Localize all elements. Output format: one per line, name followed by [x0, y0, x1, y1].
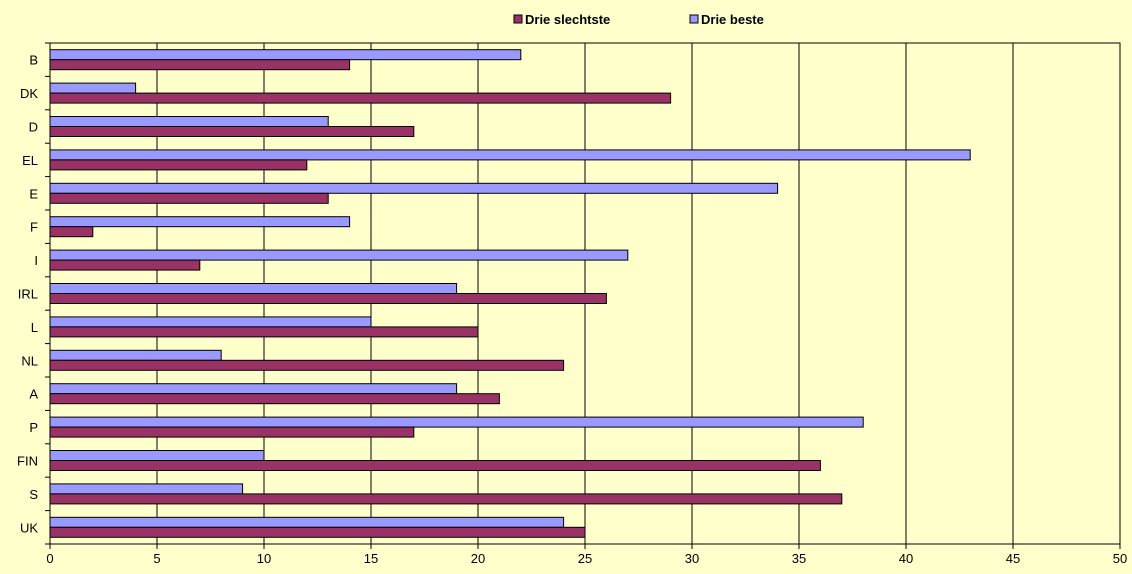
bar-drie-beste	[49, 82, 137, 94]
bar-drie-beste	[49, 49, 522, 61]
bar-drie-beste	[49, 316, 372, 328]
y-tick-label: E	[29, 186, 38, 201]
bar-drie-beste	[49, 450, 265, 461]
bar-drie-slechtste	[49, 326, 479, 338]
bar-drie-slechtste	[49, 293, 607, 304]
bar-drie-beste	[49, 182, 779, 194]
x-tick-label: 0	[46, 551, 53, 566]
y-tick-label: FIN	[17, 454, 38, 469]
bar-drie-beste	[49, 383, 458, 395]
y-tick-label: DK	[20, 86, 38, 101]
bar-drie-beste	[49, 216, 351, 228]
x-tick-label: 15	[364, 551, 378, 566]
x-tick-label: 45	[1006, 551, 1020, 566]
y-tick-label: I	[34, 253, 38, 268]
bar-drie-slechtste	[49, 493, 843, 505]
bar-drie-slechtste	[49, 226, 94, 238]
bar-drie-slechtste	[49, 126, 415, 137]
y-tick-label: IRL	[18, 287, 38, 302]
legend-swatch-drie-beste	[689, 14, 699, 24]
bar-drie-beste	[49, 516, 565, 528]
bar-drie-beste	[49, 249, 629, 261]
bar-drie-beste	[49, 283, 458, 294]
bar-drie-beste	[49, 483, 244, 495]
bar-drie-slechtste	[49, 359, 565, 371]
y-tick-label: A	[29, 387, 38, 402]
y-tick-label: NL	[21, 353, 38, 368]
bar-drie-beste	[49, 116, 329, 127]
bar-drie-beste	[49, 349, 222, 361]
x-tick-label: 35	[792, 551, 806, 566]
bar-drie-slechtste	[49, 59, 351, 71]
y-tick-label: S	[29, 487, 38, 502]
x-tick-label: 50	[1113, 551, 1127, 566]
legend-label-drie-slechtste: Drie slechtste	[525, 12, 610, 27]
y-tick-label: D	[29, 120, 38, 135]
y-tick-label: F	[30, 220, 38, 235]
legend-swatch-drie-slechtste	[513, 14, 523, 24]
x-tick-label: 40	[899, 551, 913, 566]
bar-drie-beste	[49, 149, 971, 161]
legend-label-drie-beste: Drie beste	[701, 12, 764, 27]
x-tick-label: 20	[471, 551, 485, 566]
bar-drie-slechtste	[49, 393, 500, 405]
bar-drie-slechtste	[49, 192, 329, 204]
bar-drie-slechtste	[49, 526, 586, 538]
y-tick-label: EL	[22, 153, 38, 168]
bar-drie-slechtste	[49, 159, 308, 171]
x-tick-label: 5	[153, 551, 160, 566]
bar-drie-slechtste	[49, 460, 821, 471]
y-tick-label: UK	[20, 520, 38, 535]
bar-drie-slechtste	[49, 259, 201, 271]
y-tick-label: L	[31, 320, 38, 335]
x-tick-label: 25	[578, 551, 592, 566]
y-tick-label: P	[29, 420, 38, 435]
x-tick-label: 30	[685, 551, 699, 566]
bar-drie-slechtste	[49, 92, 672, 104]
bar-drie-beste	[49, 416, 864, 428]
y-tick-label: B	[29, 53, 38, 68]
bar-drie-slechtste	[49, 426, 415, 438]
x-tick-label: 10	[257, 551, 271, 566]
